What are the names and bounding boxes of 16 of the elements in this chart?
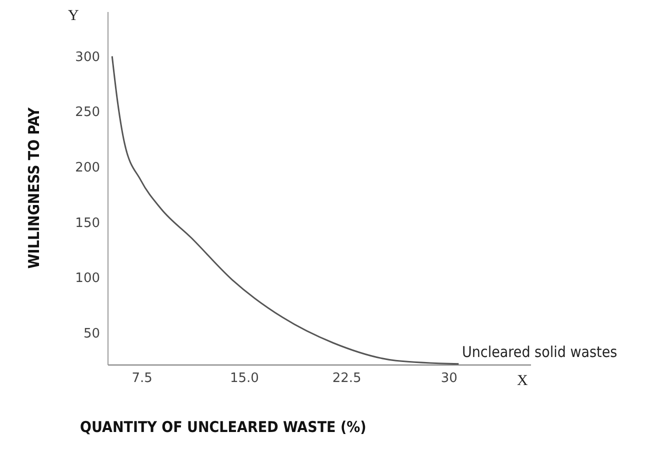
- line-series: [111, 56, 460, 365]
- y-tick-label: 150: [75, 216, 100, 231]
- x-tick-label: 22.5: [332, 371, 362, 386]
- x-tick-label: 30: [440, 371, 458, 386]
- annotation: Uncleared solid wastes: [462, 343, 618, 361]
- x-tick-label: 15.0: [230, 371, 259, 386]
- y-tick-label: 200: [75, 160, 100, 176]
- text: Y: [68, 8, 79, 25]
- y-tick-label: 300: [75, 50, 100, 65]
- y-tick-label: 100: [75, 271, 100, 286]
- x-tick-label: 7.5: [132, 371, 152, 386]
- x-axis-title: QUANTITY OF UNCLEARED WASTE (%): [79, 418, 368, 436]
- y-tick-label: 250: [75, 105, 100, 120]
- y-axis-title: WILLINGNESS TO PAY: [25, 106, 43, 270]
- text: X: [517, 373, 528, 390]
- y-tick-label: 50: [83, 326, 100, 342]
